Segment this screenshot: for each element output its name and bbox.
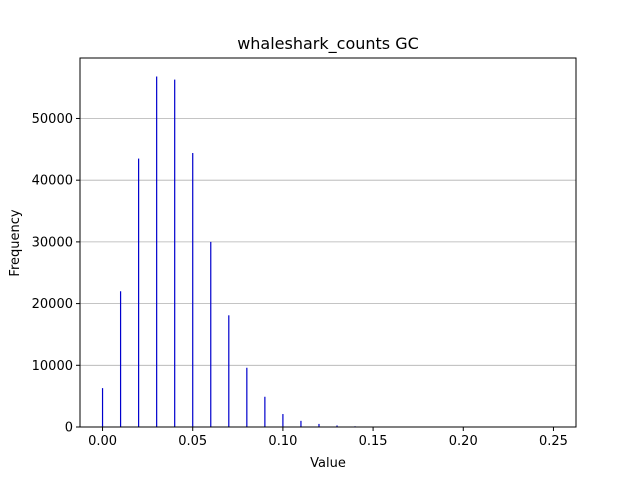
x-axis-label: Value [310, 456, 346, 471]
x-axis: 0.00 0.05 0.10 0.15 0.20 0.25 [88, 427, 568, 449]
x-tick-label: 0.10 [268, 434, 297, 449]
histogram-bar [264, 396, 266, 427]
plot-frame [79, 57, 577, 428]
chart-title: whaleshark_counts GC [237, 34, 419, 54]
histogram-bar [336, 425, 338, 427]
histogram-bar [119, 291, 122, 427]
x-tick-label: 0.00 [88, 434, 117, 449]
histogram-bar [246, 367, 248, 427]
histogram-bar [210, 241, 212, 427]
y-tick-label: 40000 [32, 174, 73, 189]
histogram-bar [192, 153, 194, 428]
x-tick-label: 0.25 [539, 434, 568, 449]
histogram-bar [228, 315, 230, 427]
y-axis-label: Frequency [8, 209, 23, 276]
x-tick-label: 0.20 [449, 434, 478, 449]
y-tick-label: 30000 [32, 235, 73, 250]
y-grid [80, 118, 576, 366]
y-axis: 0 10000 20000 30000 40000 50000 [32, 112, 80, 436]
x-tick-label: 0.05 [178, 434, 207, 449]
histogram-bar [174, 79, 176, 428]
histogram-bar [300, 420, 302, 427]
x-tick-label: 0.15 [359, 434, 388, 449]
histogram-bar [101, 388, 104, 427]
bars [101, 76, 356, 428]
histogram-bar [156, 76, 158, 427]
histogram-bar [318, 423, 320, 427]
y-tick-label: 0 [65, 421, 73, 436]
histogram-bar [138, 158, 140, 427]
histogram-bar [282, 414, 284, 427]
y-tick-label: 50000 [32, 112, 73, 127]
y-tick-label: 10000 [32, 359, 73, 374]
y-tick-label: 20000 [32, 297, 73, 312]
